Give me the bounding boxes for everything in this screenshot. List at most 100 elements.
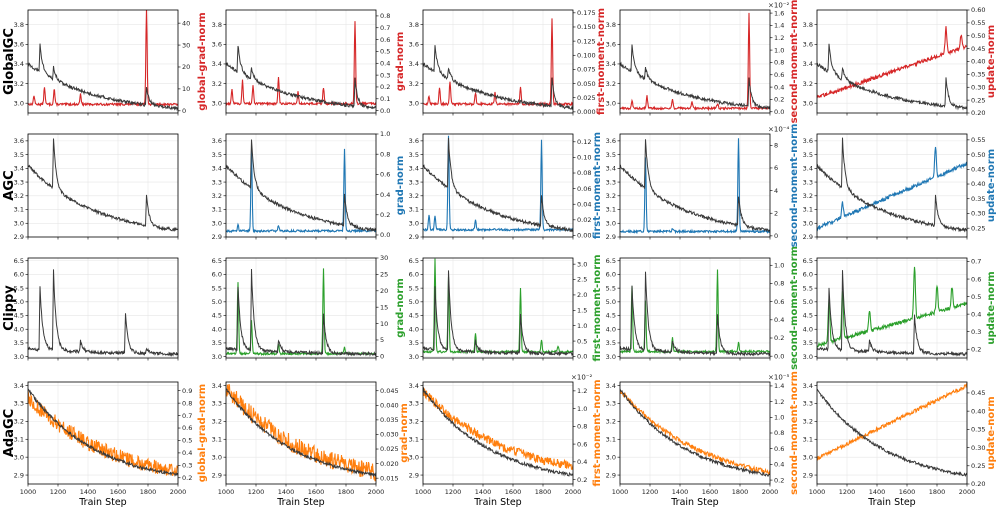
left-tick-label: 3.8 <box>212 21 222 29</box>
x-tick-label: 1000 <box>612 488 629 496</box>
right-tick-label: 10 <box>182 85 190 93</box>
right-tick-label: 1.4 <box>774 382 784 390</box>
row-label-adagc: AdaGC <box>2 409 17 457</box>
left-tick-label: 4.5 <box>212 312 222 320</box>
axes-frame <box>816 9 968 114</box>
left-tick-label: 3.1 <box>803 435 813 443</box>
right-tick-label: 1.6 <box>774 9 784 17</box>
x-tick-label: 1800 <box>338 488 355 496</box>
series-second-moment-norm <box>620 12 770 112</box>
right-tick-label: 0.2 <box>774 334 784 342</box>
right-tick-label: 0.55 <box>971 136 985 144</box>
panel-adagc-update-norm: 2.9 3.0 3.1 3.2 3.3 3.4 0.20 0.25 0.30 0.35 0.40 0.… <box>803 381 996 507</box>
panel-clippy-second-moment-norm: 3.0 3.5 4.0 4.5 5.0 5.5 6.0 6.5 0.0 0.2 0.4 0.6 0.8 1… <box>606 246 800 370</box>
x-tick-label: 1400 <box>475 488 492 496</box>
right-tick-label: 0.6 <box>577 440 587 448</box>
series-grad-norm <box>226 383 376 482</box>
panel-agc-update-norm: 2.9 3.0 3.1 3.2 3.3 3.4 3.5 3.6 0.25 0.30 0.35 0.40… <box>803 133 996 241</box>
series-loss <box>28 388 178 477</box>
left-tick-label: 4.5 <box>803 312 813 320</box>
left-tick-label: 2.9 <box>14 471 24 479</box>
left-tick-label: 3.6 <box>606 137 616 145</box>
right-tick-label: 25 <box>380 271 388 279</box>
left-tick-label: 3.1 <box>606 206 616 214</box>
axes-frame <box>27 133 179 238</box>
right-tick-label: 0.6 <box>380 36 390 44</box>
x-axis-label: Train Step <box>78 497 126 507</box>
x-tick-label: 1600 <box>308 488 325 496</box>
right-tick-label: 0.150 <box>577 23 596 31</box>
right-axis-label: global-grad-norm <box>197 12 208 110</box>
right-tick-label: 0.40 <box>971 58 985 66</box>
axes-frame <box>27 381 179 485</box>
right-axis-label: first-moment-norm <box>596 8 607 115</box>
left-tick-label: 3.8 <box>606 21 616 29</box>
axes-frame <box>619 133 771 238</box>
right-tick-label: 0.20 <box>971 109 985 117</box>
left-tick-label: 3.0 <box>803 353 813 361</box>
right-tick-label: 0.12 <box>577 138 591 146</box>
left-tick-label: 3.1 <box>409 206 419 214</box>
left-tick-label: 5.5 <box>803 284 813 292</box>
right-tick-label: 1.0 <box>577 405 587 413</box>
right-tick-label: 0.0 <box>577 353 587 361</box>
series-update-norm <box>817 26 967 99</box>
left-tick-label: 3.4 <box>803 382 813 390</box>
left-tick-label: 3.0 <box>212 353 222 361</box>
left-tick-label: 3.3 <box>803 400 813 408</box>
right-tick-label: 0.4 <box>182 449 192 457</box>
left-tick-label: 4.0 <box>606 325 616 333</box>
left-tick-label: 3.0 <box>212 453 222 461</box>
left-tick-label: 3.3 <box>14 178 24 186</box>
left-tick-label: 3.2 <box>14 418 24 426</box>
left-tick-label: 3.5 <box>803 339 813 347</box>
left-tick-label: 3.5 <box>606 151 616 159</box>
left-tick-label: 4.0 <box>212 325 222 333</box>
x-tick-label: 1200 <box>445 488 462 496</box>
left-tick-label: 2.9 <box>409 233 419 241</box>
left-tick-label: 2.9 <box>803 471 813 479</box>
series-first-moment-norm <box>423 135 573 233</box>
left-tick-label: 3.4 <box>212 60 222 68</box>
axes-frame <box>619 9 771 114</box>
right-tick-label: 0.035 <box>380 416 399 424</box>
panel-clippy-loss: 3.0 3.5 4.0 4.5 5.0 5.5 6.0 6.5 <box>14 257 179 361</box>
left-tick-label: 3.4 <box>409 165 419 173</box>
right-tick-label: 0.075 <box>577 66 596 74</box>
series-global-grad-norm <box>28 10 178 108</box>
axes-frame <box>619 381 771 485</box>
right-tick-label: 0.4 <box>774 83 784 91</box>
x-tick-label: 1000 <box>415 488 432 496</box>
series-loss <box>817 137 967 233</box>
row-label-clippy: Clippy <box>2 285 17 331</box>
right-tick-label: 0.050 <box>577 80 596 88</box>
axes-frame <box>27 9 179 114</box>
x-tick-label: 1600 <box>110 488 127 496</box>
right-tick-label: 0.6 <box>774 445 784 453</box>
left-tick-label: 3.0 <box>212 99 222 107</box>
right-tick-label: 0.50 <box>971 151 985 159</box>
axes-frame <box>422 9 574 114</box>
x-tick-label: 1800 <box>535 488 552 496</box>
right-tick-label: 0.100 <box>577 51 596 59</box>
series-first-moment-norm <box>423 387 573 470</box>
left-tick-label: 3.2 <box>606 192 616 200</box>
left-tick-label: 5.5 <box>409 284 419 292</box>
left-tick-label: 3.0 <box>212 219 222 227</box>
axes-frame <box>225 133 377 238</box>
right-tick-label: 15 <box>380 303 388 311</box>
x-tick-label: 1600 <box>505 488 522 496</box>
right-tick-label: 20 <box>380 287 388 295</box>
right-tick-label: 0.045 <box>380 387 399 395</box>
left-tick-label: 3.0 <box>14 219 24 227</box>
right-tick-label: 0.8 <box>774 429 784 437</box>
series-loss <box>620 139 770 233</box>
right-axis-label: global-grad-norm <box>197 384 208 482</box>
right-axis-label: second-moment-norm <box>789 246 800 370</box>
right-tick-label: 0.0 <box>774 352 784 360</box>
left-tick-label: 3.0 <box>803 99 813 107</box>
left-tick-label: 3.0 <box>14 453 24 461</box>
right-tick-label: 1.4 <box>774 22 784 30</box>
right-tick-label: 0.30 <box>971 210 985 218</box>
